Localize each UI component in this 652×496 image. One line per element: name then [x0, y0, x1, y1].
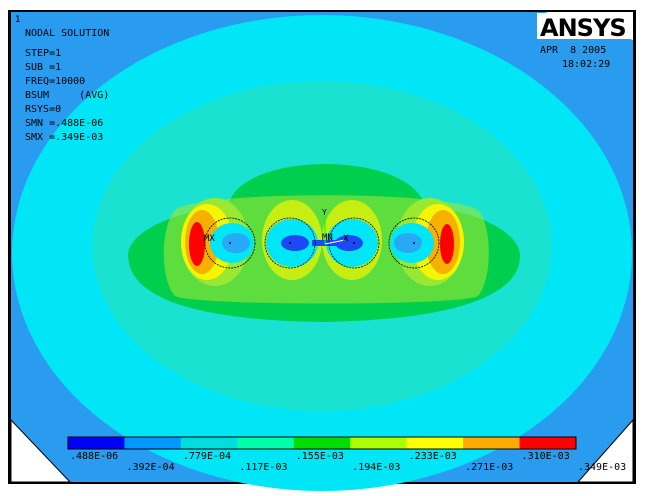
legend-swatch: [463, 437, 521, 449]
center-gap-low: [312, 240, 336, 246]
center-dot: [229, 242, 231, 244]
conductor-outline-2: [264, 217, 316, 269]
corner-bottom-left: [10, 418, 72, 483]
left-inner-low: [222, 233, 250, 253]
legend-border: [67, 436, 577, 450]
legend-swatch: [68, 437, 125, 449]
mid-right-low: [335, 235, 363, 251]
legend-label-bottom: .194E-03: [352, 462, 400, 473]
window-number: 1: [15, 15, 20, 25]
info-line: FREQ=10000: [25, 76, 85, 87]
info-line: BSUM (AVG): [25, 90, 109, 101]
triad-x-axis: [324, 239, 346, 245]
center-dot: [413, 242, 415, 244]
conductor-outline-1: [204, 217, 256, 269]
plot-time: 18:02:29: [562, 59, 610, 70]
legend-label-top: .233E-03: [409, 451, 457, 462]
corner-bottom-right: [576, 418, 634, 483]
center-dot: [289, 242, 291, 244]
legend-label-bottom: .392E-04: [126, 462, 174, 473]
min-marker: MN: [322, 233, 333, 243]
info-line: NODAL SOLUTION: [25, 28, 109, 39]
conductor-outline-4: [388, 217, 440, 269]
info-line: SUB =1: [25, 62, 61, 73]
logo-text: ANSYS: [540, 14, 626, 42]
mid-left-low: [281, 235, 309, 251]
legend-label-top: .310E-03: [522, 451, 570, 462]
center-dot: [353, 242, 355, 244]
legend-swatch: [124, 437, 182, 449]
right-inner-low: [394, 233, 422, 253]
max-marker: MX: [204, 234, 215, 244]
ansys-logo: ANSYS: [537, 13, 631, 42]
legend-label-top: .779E-04: [183, 451, 231, 462]
info-line: STEP=1: [25, 48, 61, 59]
info-line: SMN =.488E-06: [25, 118, 103, 129]
legend-label-top: .155E-03: [296, 451, 344, 462]
legend-swatch: [406, 437, 464, 449]
legend-label-bottom: .349E-03: [578, 462, 626, 473]
triad-y-label: Y: [322, 208, 327, 217]
logo-background: [537, 13, 631, 39]
legend-swatch: [350, 437, 408, 449]
info-line: SMX =.349E-03: [25, 132, 103, 143]
triad-x-label: X: [343, 234, 349, 244]
legend-swatch: [293, 437, 351, 449]
info-line: RSYS=0: [25, 104, 61, 115]
plot-date: APR 8 2005: [540, 45, 606, 56]
legend-label-bottom: .271E-03: [465, 462, 513, 473]
solution-info: NODAL SOLUTION STEP=1 SUB =1 FREQ=10000 …: [25, 28, 109, 143]
legend-label-top: .488E-06: [70, 451, 118, 462]
right-red: [440, 224, 454, 264]
legend-swatch: [180, 437, 238, 449]
legend-swatch: [237, 437, 295, 449]
contour-plot: Y X MN MX: [12, 15, 632, 491]
legend-swatch: [519, 437, 577, 449]
color-legend: .488E-06 .779E-04 .155E-03 .233E-03 .310E-03…: [67, 436, 626, 473]
left-red-max: [189, 222, 205, 266]
legend-label-bottom: .117E-03: [239, 462, 287, 473]
